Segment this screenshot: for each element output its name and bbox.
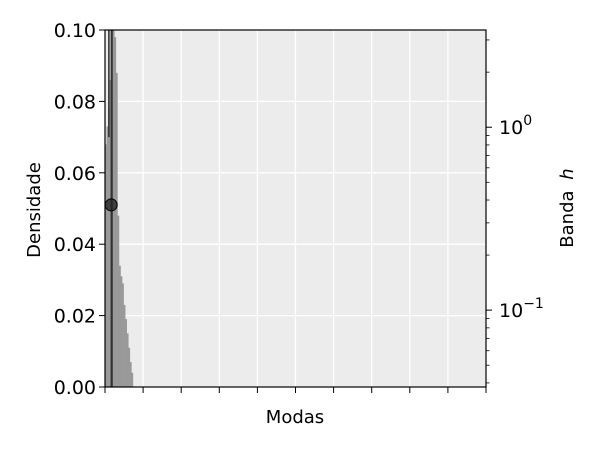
hist-bar xyxy=(117,215,120,387)
hist-bar xyxy=(126,333,129,387)
y2-axis-label: Banda h xyxy=(557,168,578,247)
hist-bar xyxy=(106,126,109,387)
y-tick-label: 0.04 xyxy=(54,234,96,256)
hist-bar xyxy=(123,304,126,387)
y2-axis-label-symbol: h xyxy=(557,168,578,179)
y2-tick-label: 10−1 xyxy=(499,296,544,322)
grid xyxy=(105,29,486,388)
hist-bar xyxy=(118,265,121,387)
y-axis-ticks: 0.00 0.02 0.04 0.06 0.08 0.10 xyxy=(54,20,105,399)
y-tick-label: 0.02 xyxy=(54,306,96,328)
y-tick-label: 0.08 xyxy=(54,91,96,113)
x-axis-label: Modas xyxy=(266,407,324,428)
hist-bar xyxy=(114,37,117,387)
hist-bar xyxy=(115,72,118,387)
hist-bar xyxy=(128,347,131,387)
x-axis-ticks xyxy=(104,387,487,393)
y-tick-label: 0.00 xyxy=(54,377,96,399)
hist-bar xyxy=(105,144,107,387)
y2-axis-label-text: Banda xyxy=(557,190,578,247)
mode-lines xyxy=(104,30,118,387)
hist-bar xyxy=(120,276,123,387)
mode-marker xyxy=(104,198,118,212)
hist-bar xyxy=(131,372,134,387)
hist-bar xyxy=(108,108,110,387)
y2-axis-ticks: 100 10−1 xyxy=(486,39,544,384)
y-tick-label: 0.06 xyxy=(54,163,96,185)
y-tick-label: 0.10 xyxy=(54,20,96,42)
y2-tick-label: 100 xyxy=(499,113,532,139)
hist-bar xyxy=(122,283,124,387)
hist-bar xyxy=(125,319,127,387)
hist-bar xyxy=(129,362,132,387)
y-axis-label: Densidade xyxy=(24,162,45,258)
